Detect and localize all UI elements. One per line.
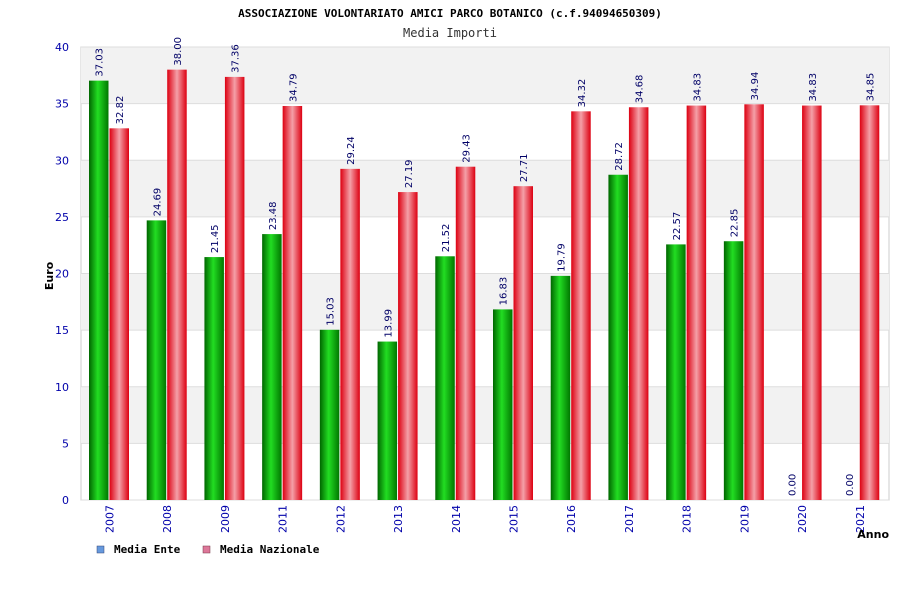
y-tick-label: 0 [62,494,69,507]
bar-media-ente-2018 [666,244,686,500]
data-label: 24.69 [152,188,163,217]
x-tick-label: 2018 [681,505,694,533]
bar-media-ente-2011 [262,234,282,501]
data-label: 22.57 [672,212,683,241]
grid-band [81,47,889,104]
bar-media-ente-2017 [608,174,628,500]
grid-band [81,386,889,444]
y-tick-label: 20 [55,268,69,281]
data-label: 32.82 [115,96,126,125]
bar-media-nazionale-2018 [686,105,707,501]
legend: Media Ente Media Nazionale [96,543,320,556]
data-label: 34.83 [692,73,703,102]
bars [89,69,880,501]
data-label: 29.24 [346,136,357,165]
bar-media-nazionale-2017 [628,107,649,501]
y-tick-label: 5 [62,437,69,450]
bar-media-ente-2014 [435,256,455,500]
x-tick-label: 2016 [565,505,578,533]
data-label: 21.52 [441,224,452,253]
bar-media-nazionale-2016 [571,111,591,501]
y-tick-label: 30 [55,154,69,167]
x-tick-label: 2021 [854,505,867,533]
y-tick-label: 25 [55,211,69,224]
data-label: 15.03 [326,297,337,326]
x-tick-label: 2017 [623,505,636,533]
bar-media-ente-2012 [319,329,340,500]
bar-media-ente-2015 [493,309,513,500]
data-label: 34.79 [288,73,299,102]
data-label: 21.45 [210,224,221,253]
data-label: 23.48 [268,201,279,230]
x-tick-label: 2019 [738,505,751,533]
bar-media-ente-2019 [723,241,744,500]
x-tick-label: 2013 [392,505,405,533]
x-tick-label: 2008 [161,505,174,533]
chart-subtitle: Media Importi [403,26,497,40]
bar-media-ente-2009 [204,257,224,500]
data-label: 34.83 [808,73,819,102]
data-label: 34.68 [635,75,646,104]
bar-media-nazionale-2015 [513,186,533,500]
x-tick-label: 2011 [277,505,290,533]
data-label: 16.83 [499,277,510,306]
legend-swatch-media-nazionale [202,545,211,554]
bar-media-nazionale-2011 [282,106,303,501]
y-tick-label: 35 [55,98,69,111]
bar-media-nazionale-2014 [455,166,476,500]
bar-media-nazionale-2009 [224,76,245,500]
value-labels: 37.03 32.82 24.69 38.00 21.45 37.36 23.48 34.79… [95,37,877,496]
x-tick-label: 2012 [334,505,347,533]
data-label: 13.99 [383,309,394,338]
bar-media-ente-2007 [89,80,109,500]
data-label: 29.43 [462,134,473,163]
data-label: 38.00 [173,37,184,66]
data-label: 0.00 [845,474,856,496]
legend-label-media-nazionale: Media Nazionale [220,543,320,556]
bar-media-ente-2016 [550,275,571,500]
bar-media-nazionale-2021 [859,105,880,500]
data-label: 28.72 [614,142,625,171]
y-tick-label: 15 [55,324,69,337]
x-tick-label: 2015 [508,505,521,533]
y-tick-label: 40 [55,41,69,54]
legend-swatch-media-ente [96,545,105,554]
bar-media-nazionale-2013 [398,192,418,501]
y-axis-label: Euro [43,261,56,290]
bar-media-ente-2008 [146,220,167,501]
x-axis-label: Anno [857,528,889,541]
data-label: 22.85 [730,209,741,238]
data-label: 37.03 [95,48,106,77]
data-label: 27.19 [404,159,415,188]
x-tick-label: 2007 [104,505,117,533]
y-axis-ticks: 0 5 10 15 20 25 30 35 40 [55,41,69,507]
bar-media-nazionale-2008 [167,69,187,501]
bar-media-nazionale-2012 [340,168,360,500]
x-axis-ticks: 2007 2008 2009 2011 2012 2013 2014 2015 2016 2017… [104,505,867,533]
data-label: 34.32 [577,79,588,108]
chart-title: ASSOCIAZIONE VOLONTARIATO AMICI PARCO BO… [238,7,662,20]
bar-media-ente-2013 [377,341,398,500]
data-label: 37.36 [231,44,242,73]
x-tick-label: 2020 [796,505,809,533]
y-tick-label: 10 [55,381,69,394]
data-label: 27.71 [519,154,530,183]
data-label: 19.79 [556,243,567,272]
grid-band [81,160,889,217]
bar-media-nazionale-2020 [802,105,822,501]
data-label: 0.00 [787,474,798,496]
x-tick-label: 2014 [450,505,463,533]
bar-media-nazionale-2019 [744,104,764,500]
bar-media-nazionale-2007 [109,128,129,500]
grid-band [81,273,889,331]
data-label: 34.94 [750,72,761,101]
legend-label-media-ente: Media Ente [114,543,181,556]
x-tick-label: 2009 [219,505,232,533]
data-label: 34.85 [866,73,877,102]
